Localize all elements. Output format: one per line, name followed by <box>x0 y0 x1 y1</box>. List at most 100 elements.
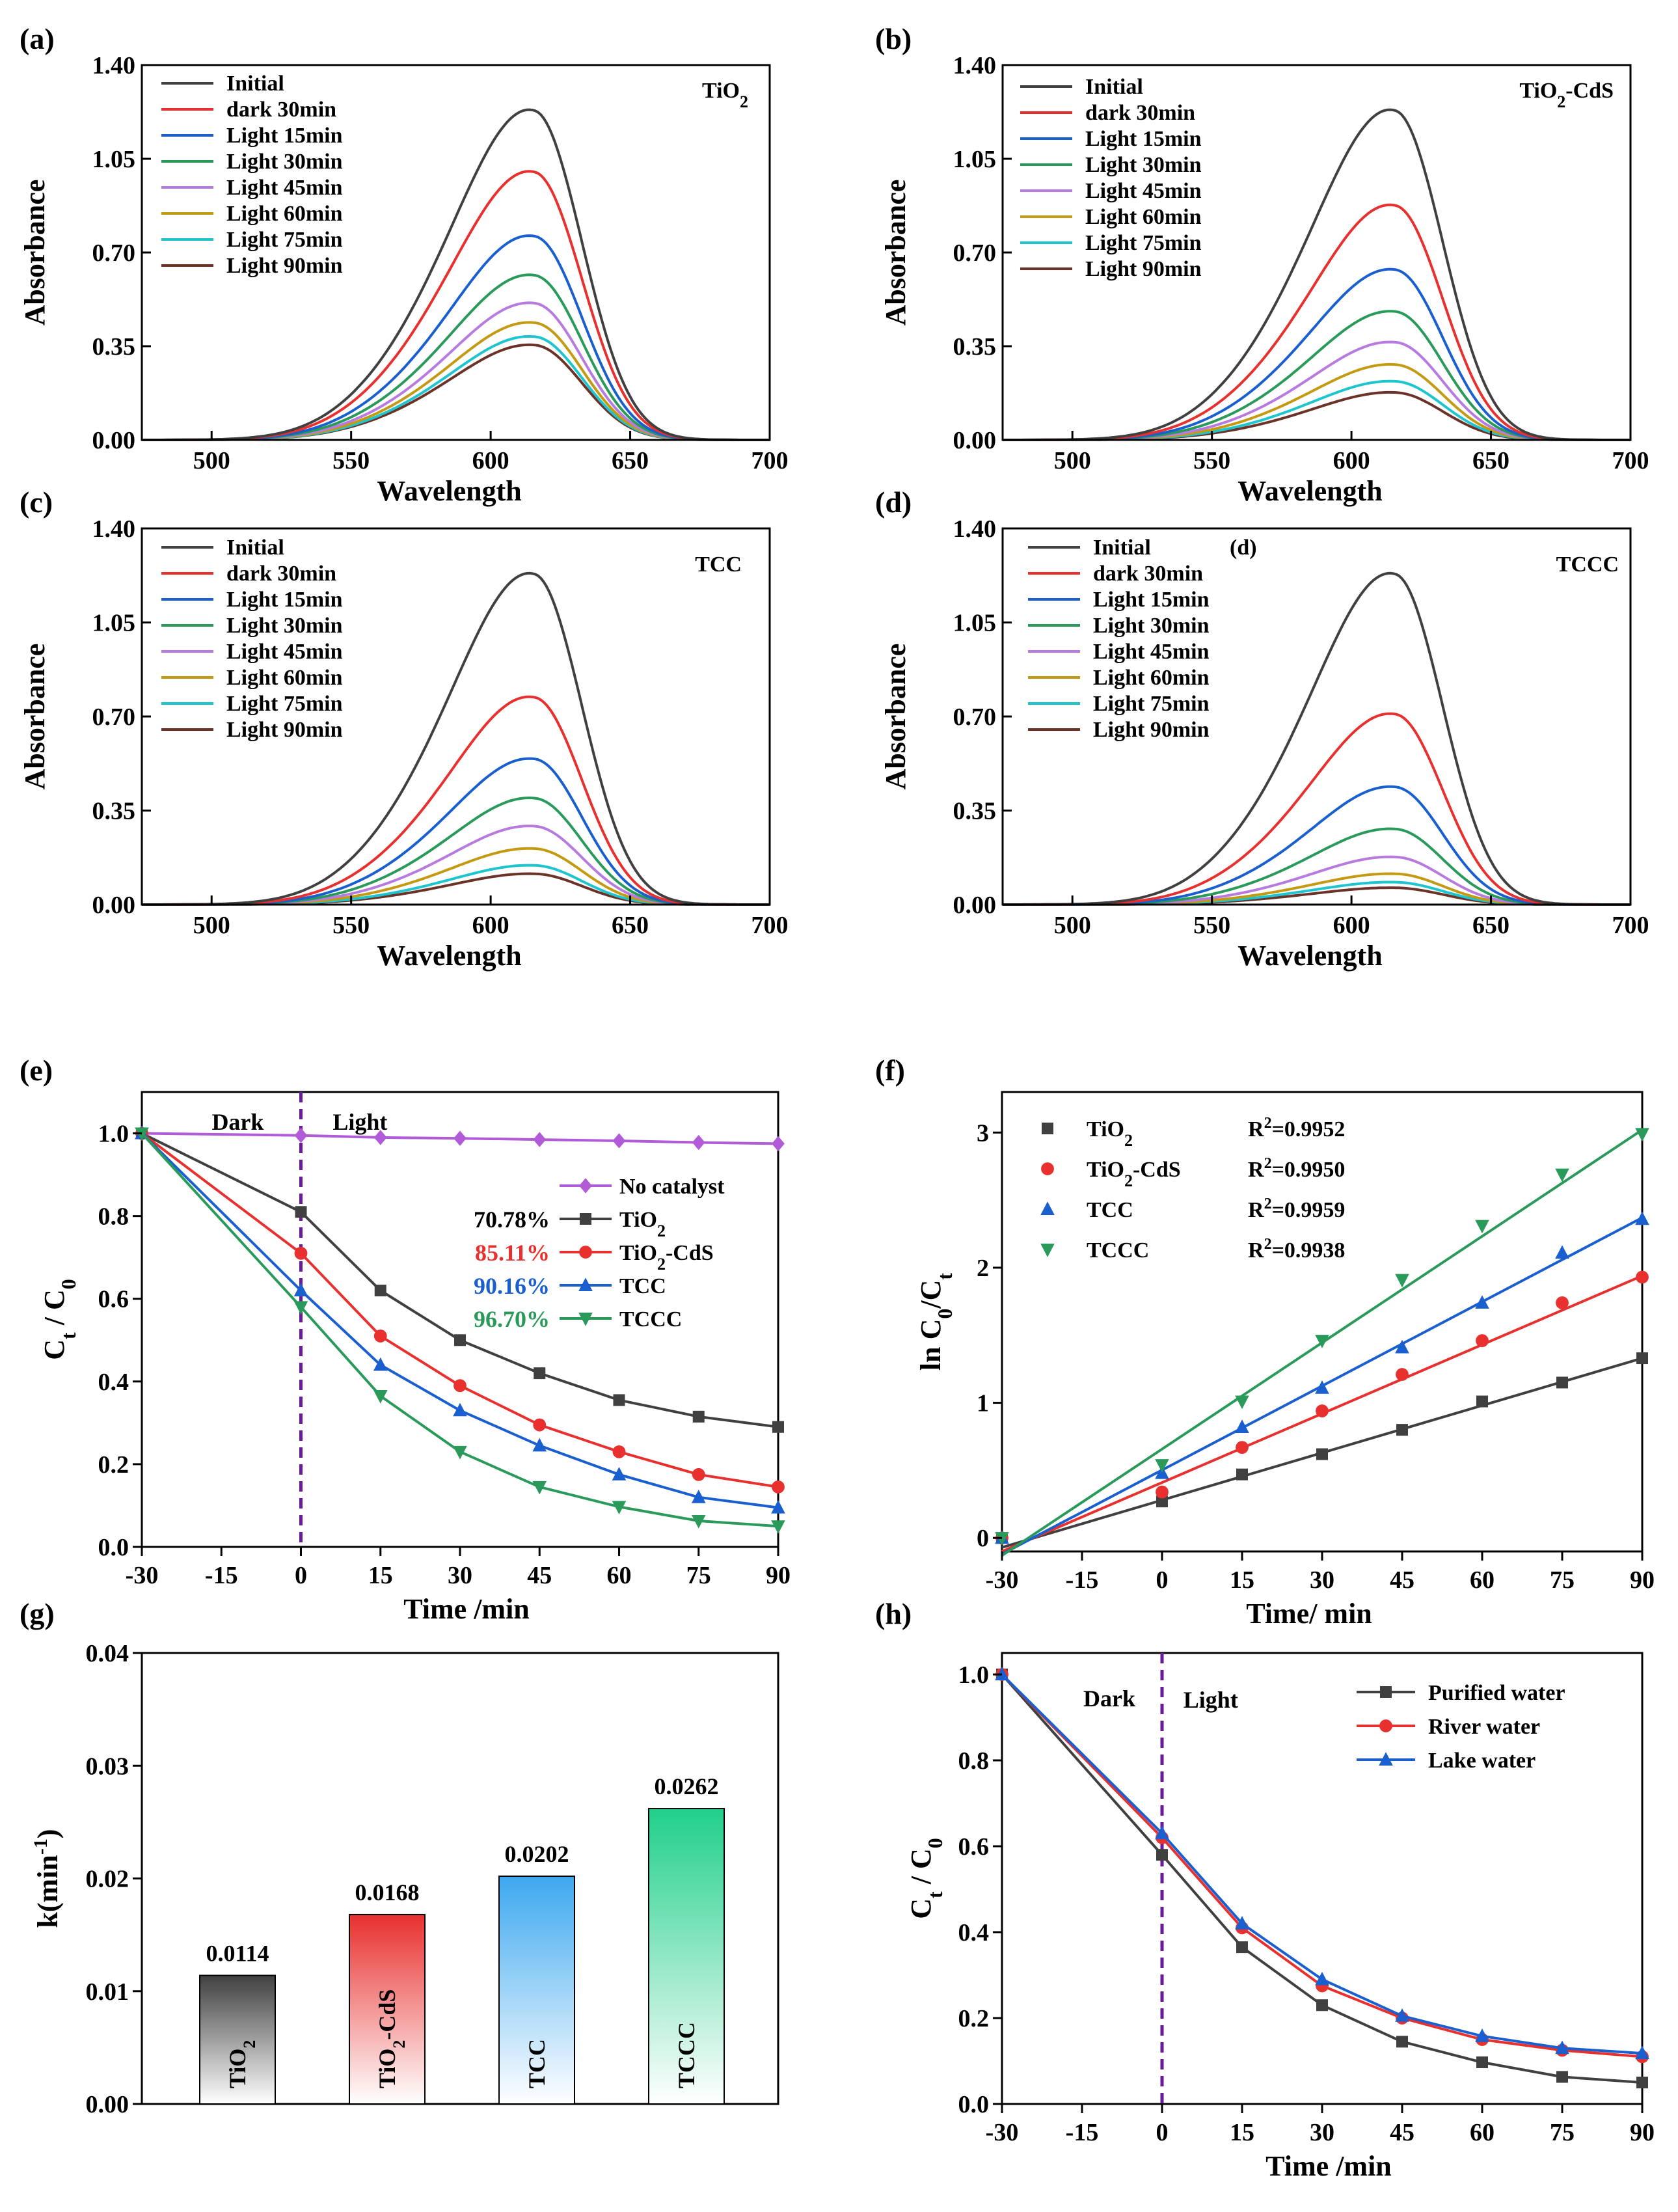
y-tick-label: 0.00 <box>92 892 136 919</box>
data-point <box>294 1128 308 1143</box>
y-tick-label: 0.02 <box>86 1866 129 1893</box>
x-tick-label: 700 <box>1612 912 1649 939</box>
ylabel-sup: -1 <box>30 1838 51 1855</box>
y-tick-label: 1.0 <box>958 1661 990 1689</box>
bar <box>349 1913 426 2105</box>
y-tick-label: 0.00 <box>953 427 997 454</box>
y-tick-label: 0.4 <box>98 1369 129 1396</box>
y-tick-label: 0.70 <box>953 703 997 731</box>
legend-marker <box>1379 1719 1392 1732</box>
data-point <box>1476 2056 1488 2068</box>
label-part: Absorbance <box>19 644 51 790</box>
legend-label: Purified water <box>1428 1681 1565 1705</box>
x-tick-label: 650 <box>612 912 649 939</box>
x-tick-label: 75 <box>1550 2119 1575 2146</box>
legend-sub: 2 <box>657 1222 666 1240</box>
data-point <box>293 1283 308 1297</box>
legend-label: Light 15min <box>1085 127 1202 151</box>
x-tick-label: 15 <box>1230 2119 1254 2146</box>
spectrum-line <box>142 847 770 906</box>
legend-label: Initial <box>226 536 284 560</box>
y-tick-label: 0.03 <box>86 1753 129 1780</box>
title-main: TCCC <box>1556 553 1619 577</box>
data-point <box>1635 2045 1649 2060</box>
data-point <box>1236 1941 1248 1954</box>
legend-label: TiO2-CdS <box>619 1241 714 1274</box>
data-point <box>453 1130 467 1146</box>
series-line <box>1001 1673 1643 2058</box>
y-tick-label: 2 <box>977 1255 989 1282</box>
x-tick-label: 700 <box>751 912 789 939</box>
data-point <box>1635 1211 1649 1225</box>
title-sub: 2 <box>740 92 748 111</box>
y-tick-label: 0 <box>977 1525 989 1552</box>
label-part: ln C <box>915 1319 947 1371</box>
y-tick-label: 0.35 <box>92 798 136 825</box>
data-point <box>1315 1335 1329 1348</box>
bar-value-label: 0.0202 <box>505 1841 569 1867</box>
data-point <box>1156 1495 1168 1508</box>
y-tick-label: 0.4 <box>958 1919 990 1946</box>
data-point <box>1555 1168 1569 1182</box>
series-line <box>141 1132 779 1528</box>
panel-h: (h) Dark Light 0.0 0.2 0.4 0.6 0.8 1.0 -30 -15 0 15 3… <box>875 1597 1655 2182</box>
y-tick-label: 0.70 <box>953 239 997 267</box>
x-tick-label: 90 <box>766 1562 791 1589</box>
panel-label: (d) <box>875 485 912 519</box>
y-axis-label: ln C0/Ct <box>915 1273 956 1371</box>
label-part: 0 <box>933 1309 956 1319</box>
legend-label: Light 30min <box>226 614 343 638</box>
legend-main: TCC <box>1087 1198 1133 1222</box>
y-tick-label: 1.40 <box>92 52 136 79</box>
data-point <box>692 1468 705 1481</box>
data-point <box>1315 1971 1329 1986</box>
data-point <box>453 1402 467 1417</box>
x-tick-label: -30 <box>986 1566 1019 1594</box>
legend-label: No catalyst <box>619 1175 725 1199</box>
inner-panel-label: (d) <box>1230 536 1257 560</box>
x-axis-label: Wavelength <box>377 475 521 507</box>
legend-marker <box>1042 1123 1053 1134</box>
data-point <box>1636 1352 1648 1365</box>
panel-label: (h) <box>875 1597 912 1630</box>
legend-label: Light 75min <box>226 692 343 716</box>
y-tick-label: 0.2 <box>98 1451 129 1479</box>
y-tick-label: 0.2 <box>958 2005 990 2032</box>
y-tick-label: 1 <box>977 1390 989 1417</box>
data-point <box>1156 1485 1169 1499</box>
data-point <box>373 1130 387 1145</box>
data-point <box>1395 1274 1409 1288</box>
data-point <box>1555 1245 1569 1259</box>
r-squared-exp: 2 <box>1264 1236 1272 1253</box>
panel-b: (b) 0.00 0.35 0.70 1.05 1.40 500 550 600 650 700 Wa… <box>875 22 1649 507</box>
legend-label: Light 15min <box>226 124 343 148</box>
r-squared-label: R2=0.9938 <box>1248 1236 1345 1263</box>
y-tick-label: 1.0 <box>98 1121 129 1148</box>
legend-label: Light 45min <box>1085 179 1202 203</box>
data-point <box>293 1301 308 1315</box>
x-tick-label: 45 <box>527 1562 552 1589</box>
spectrum-line <box>1003 785 1631 906</box>
x-tick-label: 60 <box>1470 2119 1495 2146</box>
spectrum-line <box>1003 108 1631 441</box>
panel-c: (c) 0.00 0.35 0.70 1.05 1.40 500 550 600 650 700 Wa… <box>19 485 789 972</box>
bar <box>199 1974 276 2105</box>
label-part: Absorbance <box>880 644 912 790</box>
data-point <box>1236 1468 1248 1481</box>
x-tick-label: 90 <box>1630 2119 1655 2146</box>
y-axis-label: Absorbance <box>880 644 912 790</box>
data-point <box>374 1285 386 1297</box>
series-line <box>141 1132 779 1428</box>
data-point <box>1396 1368 1409 1381</box>
r-squared-r: R <box>1248 1117 1264 1141</box>
label-part: / C <box>38 1289 70 1332</box>
data-point <box>1636 2077 1648 2088</box>
legend-label: TCC <box>619 1274 666 1298</box>
label-part: C <box>905 1898 937 1919</box>
x-tick-label: 30 <box>1310 2119 1334 2146</box>
r-squared-value: =0.9950 <box>1272 1158 1346 1182</box>
x-tick-label: 700 <box>751 447 789 474</box>
data-point <box>1155 1459 1169 1473</box>
